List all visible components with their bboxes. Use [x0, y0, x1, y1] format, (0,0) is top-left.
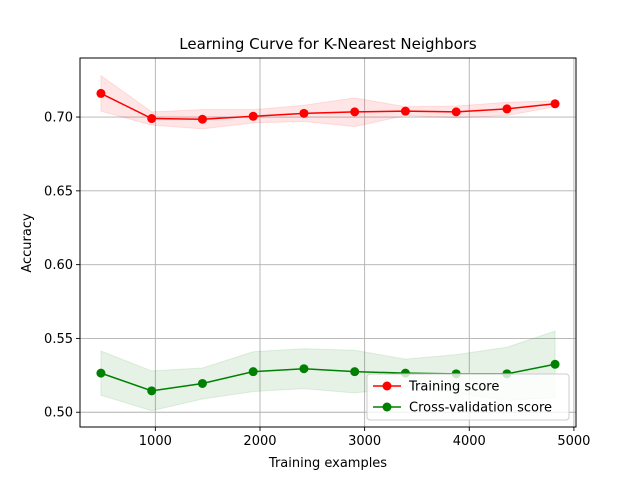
legend-marker-1 — [382, 402, 392, 412]
series-1-point — [350, 367, 360, 377]
y-axis-title: Accuracy — [20, 213, 35, 273]
series-0-point — [350, 107, 360, 117]
series-0-point — [502, 104, 512, 114]
grid-lines — [80, 58, 576, 427]
series-1-point — [550, 359, 560, 369]
series-0-point — [147, 114, 157, 124]
chart-title: Learning Curve for K-Nearest Neighbors — [179, 35, 477, 53]
x-tick-label: 5000 — [557, 434, 590, 449]
x-tick-label: 1000 — [139, 434, 172, 449]
legend-marker-0 — [382, 381, 392, 391]
y-tick-label: 0.55 — [44, 332, 73, 347]
series-0-point — [299, 108, 309, 118]
series-1-point — [299, 364, 309, 374]
series-0-point — [96, 88, 106, 98]
series-0-point — [400, 106, 410, 116]
x-tick-label: 2000 — [243, 434, 276, 449]
x-tick-label: 3000 — [348, 434, 381, 449]
y-tick-label: 0.65 — [44, 184, 73, 199]
x-axis-title: Training examples — [268, 456, 387, 471]
plot-area-frame — [79, 57, 577, 428]
axis-ticks: 1000 2000 3000 4000 5000 0.50 0.55 0.60 0.65 0.70 — [44, 111, 590, 449]
series-1-point — [147, 386, 157, 396]
y-tick-label: 0.70 — [44, 111, 73, 126]
series-0-point — [248, 111, 258, 121]
series-0-point — [550, 99, 560, 109]
series-1-point — [96, 368, 106, 378]
series-1-point — [248, 367, 258, 377]
series-0-point — [451, 107, 461, 117]
y-tick-label: 0.50 — [44, 406, 73, 421]
legend-frame — [366, 373, 570, 421]
legend-label-0: Training score — [408, 380, 499, 395]
series-0-line — [100, 92, 556, 121]
legend: Training score Cross-validation score — [366, 373, 570, 421]
series-1-point — [197, 378, 207, 388]
legend-label-1: Cross-validation score — [409, 401, 552, 416]
x-tick-label: 4000 — [453, 434, 486, 449]
y-tick-label: 0.60 — [44, 258, 73, 273]
series-0-point — [197, 114, 207, 124]
